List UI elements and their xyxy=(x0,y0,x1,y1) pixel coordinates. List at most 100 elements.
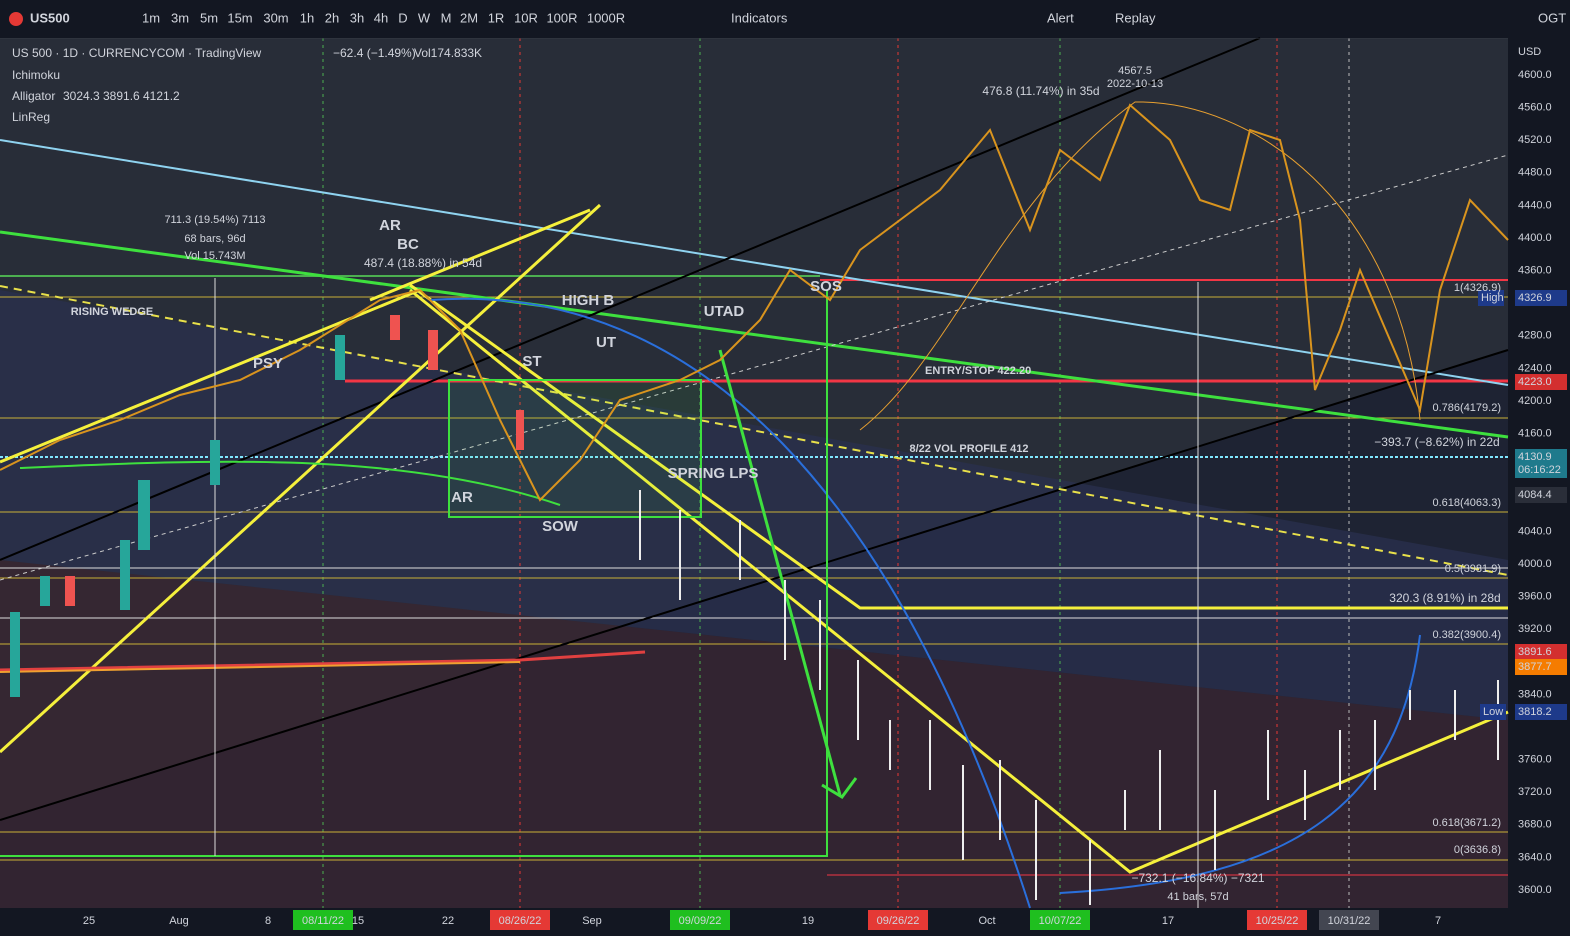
annotation: 8/22 VOL PROFILE 412 xyxy=(909,443,1028,455)
legend-change: −62.4 (−1.49%) xyxy=(333,46,416,60)
price-tick-label: 4000.0 xyxy=(1518,558,1552,570)
annotation: BC xyxy=(397,236,419,253)
price-tick-label: 4160.0 xyxy=(1518,428,1552,440)
price-badge-label: 3891.6 xyxy=(1518,646,1552,658)
annotation: −393.7 (−8.62%) in 22d xyxy=(1374,435,1499,449)
price-tick-label: 4600.0 xyxy=(1518,69,1552,81)
indicators-button[interactable]: Indicators xyxy=(731,10,788,25)
annotation: 2022-10-13 xyxy=(1107,78,1163,90)
annotation: Vol 15.743M xyxy=(184,250,245,262)
price-tick-label: 4240.0 xyxy=(1518,362,1552,374)
annotation: 320.3 (8.91%) in 28d xyxy=(1389,591,1500,605)
price-badge-label: 3877.7 xyxy=(1518,661,1552,673)
annotation: AR xyxy=(451,489,473,506)
interval[interactable]: D xyxy=(398,10,407,25)
price-badge xyxy=(1515,290,1567,306)
annotation: SPRING LPS xyxy=(668,465,759,482)
price-badge-label: 4084.4 xyxy=(1518,489,1552,501)
annotation: RISING WEDGE xyxy=(71,306,154,318)
date-badge xyxy=(670,910,730,930)
interval[interactable]: 1h xyxy=(300,10,314,25)
annotation: −732.1 (−16.84%) −7321 xyxy=(1131,871,1264,885)
time-label: 25 xyxy=(83,915,95,927)
trend-lines xyxy=(0,37,1509,909)
annotation: 68 bars, 96d xyxy=(184,233,245,245)
time-label: 7 xyxy=(1435,915,1441,927)
interval[interactable]: 2h xyxy=(325,10,339,25)
annotation: 41 bars, 57d xyxy=(1167,891,1228,903)
interval[interactable]: 3h xyxy=(350,10,364,25)
toolbar xyxy=(0,0,1570,38)
time-label: Sep xyxy=(582,915,602,927)
currency: USD xyxy=(1518,46,1541,58)
interval[interactable]: 15m xyxy=(227,10,252,25)
time-label: 17 xyxy=(1162,915,1174,927)
volume-bars xyxy=(639,490,1499,905)
price-badge-label: 4223.0 xyxy=(1518,376,1552,388)
date-badge xyxy=(293,910,353,930)
time-label: 09/09/22 xyxy=(679,915,722,927)
alligator-value: 3024.3 xyxy=(63,89,100,103)
price-tick-label: 3840.0 xyxy=(1518,688,1552,700)
time-label: 09/26/22 xyxy=(877,915,920,927)
interval[interactable]: 2M xyxy=(460,10,478,25)
time-label: 15 xyxy=(352,915,364,927)
legend-ichimoku: Ichimoku xyxy=(12,68,60,82)
interval[interactable]: 4h xyxy=(374,10,388,25)
alligator-value: 3891.6 xyxy=(103,89,140,103)
annotation: UTAD xyxy=(704,303,745,320)
price-badge xyxy=(1515,659,1567,675)
interval[interactable]: 3m xyxy=(171,10,189,25)
time-label: 22 xyxy=(442,915,454,927)
annotation: 487.4 (18.88%) in 54d xyxy=(364,256,482,270)
time-label: Aug xyxy=(169,915,189,927)
price-badge xyxy=(1515,449,1567,465)
price-tick-label: 3920.0 xyxy=(1518,623,1552,635)
time-label: 10/25/22 xyxy=(1256,915,1299,927)
price-tick-label: 4520.0 xyxy=(1518,134,1552,146)
zone-bg xyxy=(0,290,1508,720)
interval[interactable]: W xyxy=(418,10,431,25)
time-label: 08/11/22 xyxy=(302,915,344,927)
date-badge xyxy=(1319,910,1379,930)
candles xyxy=(10,315,524,697)
interval[interactable]: 1R xyxy=(488,10,505,25)
price-tick-label: 4040.0 xyxy=(1518,525,1552,537)
price-badge xyxy=(1478,290,1504,306)
price-badge xyxy=(1515,374,1567,390)
annotation: PSY xyxy=(253,355,283,372)
alert-button[interactable]: Alert xyxy=(1047,10,1074,25)
interval[interactable]: 100R xyxy=(546,10,577,25)
interval[interactable]: 10R xyxy=(514,10,538,25)
interval[interactable]: 30m xyxy=(263,10,288,25)
interval[interactable]: 5m xyxy=(200,10,218,25)
price-badge-label: Low xyxy=(1483,706,1503,718)
price-tick-label: 3720.0 xyxy=(1518,786,1552,798)
interval[interactable]: M xyxy=(441,10,452,25)
price-badge xyxy=(1515,487,1567,503)
annotation: SOS xyxy=(810,278,842,295)
annotation: ST xyxy=(522,353,541,370)
price-tick-label: 4480.0 xyxy=(1518,167,1552,179)
price-tick-label: 4280.0 xyxy=(1518,330,1552,342)
annotation: SOW xyxy=(542,518,579,535)
annotation: 0.618(4063.3) xyxy=(1433,497,1502,509)
interval[interactable]: 1000R xyxy=(587,10,625,25)
symbol[interactable]: US500 xyxy=(30,10,70,25)
time-axis xyxy=(0,908,1570,936)
time-label: Oct xyxy=(978,915,995,927)
interval[interactable]: 1m xyxy=(142,10,160,25)
time-label: 10/31/22 xyxy=(1328,915,1371,927)
replay-button[interactable]: Replay xyxy=(1115,10,1156,25)
account-button[interactable]: OGT xyxy=(1538,10,1566,25)
price-tick-label: 4560.0 xyxy=(1518,102,1552,114)
date-badge xyxy=(490,910,550,930)
time-label: 08/26/22 xyxy=(499,915,542,927)
price-badge xyxy=(1515,462,1567,478)
price-path xyxy=(0,103,1509,502)
annotation: 476.8 (11.74%) in 35d xyxy=(982,84,1099,98)
price-badge-label: 4326.9 xyxy=(1518,292,1552,304)
